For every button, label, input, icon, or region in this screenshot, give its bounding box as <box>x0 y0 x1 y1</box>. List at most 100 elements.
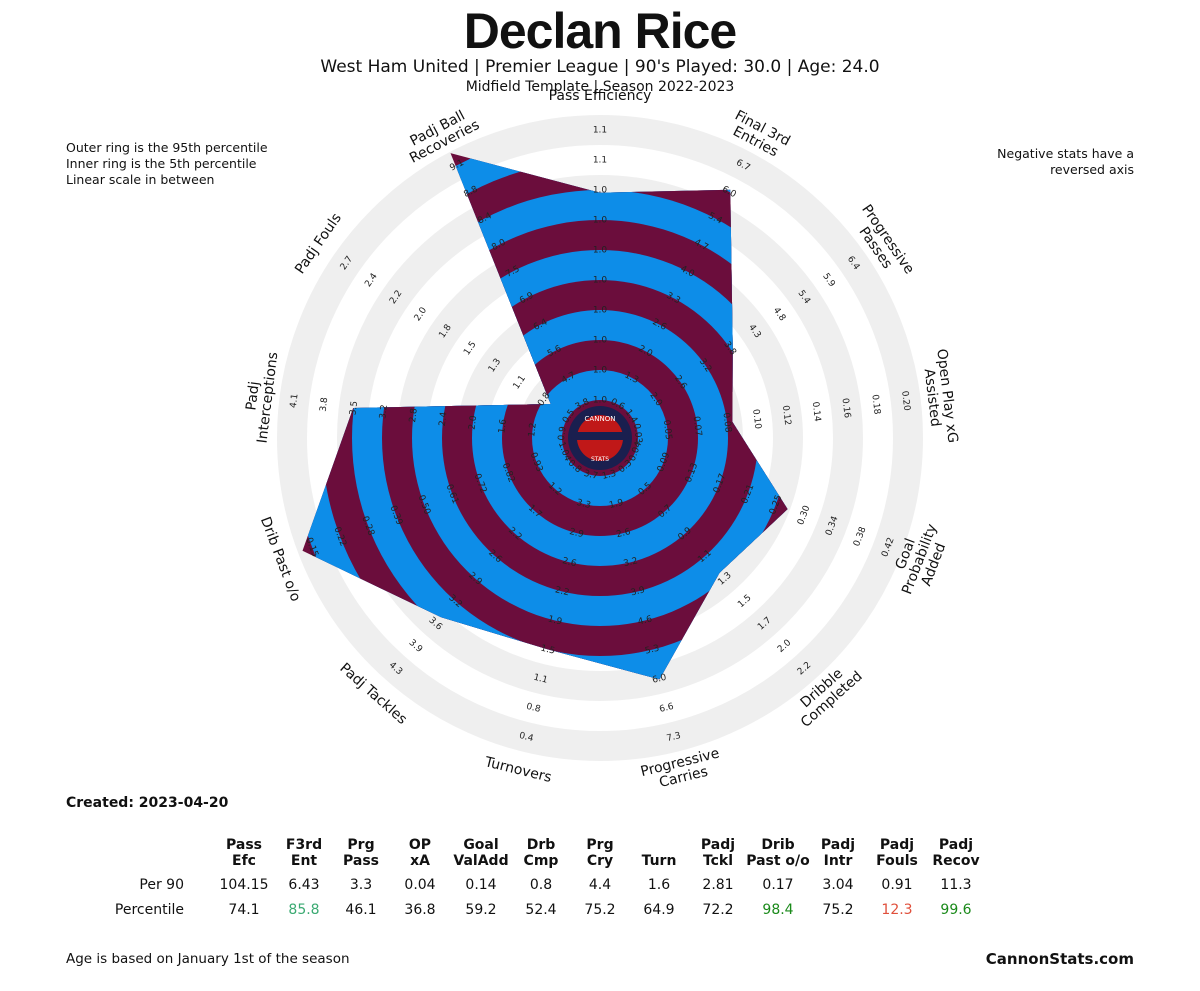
table-header-line: Goal <box>463 837 499 853</box>
axis-tick-label: 1.0 <box>593 216 608 226</box>
axis-tick-label: 0.07 <box>691 416 703 437</box>
axis-tick-label: 1.0 <box>593 366 608 376</box>
axis-tick-label: 0.20 <box>899 390 911 411</box>
logo-text-top: CANNON <box>585 415 616 423</box>
cannon-icon <box>571 432 629 440</box>
table-cell: 2.81 <box>702 877 734 893</box>
table-header-line: Padj <box>700 837 736 853</box>
logo-text-bottom: STATS <box>591 456 609 463</box>
axis-tick-label: 6.0 <box>651 673 668 686</box>
axis-tick-label: 3.3 <box>575 498 591 511</box>
table-header-line: Recov <box>932 853 980 869</box>
table-header-line: Padj <box>879 837 915 853</box>
table-column-header: Padj Recov <box>916 837 996 869</box>
table-cell: 52.4 <box>525 902 557 918</box>
table-cell: 0.04 <box>404 877 436 893</box>
table-header-line: Fouls <box>876 853 918 869</box>
table-cell: 99.6 <box>940 902 972 918</box>
table-cell: 0.17 <box>762 877 794 893</box>
axis-tick-label: 1.1 <box>532 673 548 686</box>
scale-note: Outer ring is the 95th percentile Inner … <box>66 140 268 188</box>
axis-tick-label: 3.2 <box>623 556 639 569</box>
table-header-line: Cmp <box>523 853 559 869</box>
table-column-header: Padj Tckl <box>678 837 758 869</box>
table-cell: 64.9 <box>643 902 675 918</box>
axis-tick-label: 1.1 <box>593 156 607 166</box>
table-header-line: Padj <box>820 837 856 853</box>
table-cell: 0.91 <box>881 877 913 893</box>
negative-stats-note: Negative stats have a reversed axis <box>997 146 1134 178</box>
axis-tick-label: 3.2 <box>378 404 390 419</box>
table-header-line: Cry <box>586 853 614 869</box>
table-column-header: Drb Cmp <box>501 837 581 869</box>
axis-tick-label: 3.8 <box>319 397 331 413</box>
axis-tick-label: 1.1 <box>593 126 607 136</box>
axis-tick-label: 0.14 <box>810 401 822 422</box>
scale-note-line: Outer ring is the 95th percentile <box>66 140 268 155</box>
axis-tick-label: 1.2 <box>527 422 539 437</box>
table-header-line: Ent <box>290 853 318 869</box>
negative-note-line: Negative stats have a <box>997 146 1134 161</box>
axis-tick-label: 0.10 <box>750 409 762 430</box>
axis-tick-label: 1.0 <box>593 246 608 256</box>
table-column-header: Turn <box>619 837 699 869</box>
table-cell: 3.3 <box>349 877 373 893</box>
scale-note-line: Inner ring is the 5th percentile <box>66 156 257 171</box>
table-header-line: Tckl <box>702 853 734 869</box>
axis-tick-label: 4.1 <box>289 393 301 408</box>
axis-tick-label: 5.3 <box>644 644 660 657</box>
table-header-line: Prg <box>586 837 614 853</box>
table-header-line: OP <box>408 837 432 853</box>
axis-tick-label: 0.03 <box>631 423 643 444</box>
page-title: Declan Rice <box>463 3 737 59</box>
player-subtitle: West Ham United | Premier League | 90's … <box>320 57 880 77</box>
scale-note-line: Linear scale in between <box>66 172 215 187</box>
axis-tick-label: 2.2 <box>554 585 570 598</box>
axis-tick-label: 0.9 <box>557 426 569 442</box>
axis-tick-label: 1.9 <box>547 614 564 627</box>
cannon-stats-logo: CANNON STATS <box>568 406 632 470</box>
table-cell: 74.1 <box>228 902 260 918</box>
table-column-header: F3rd Ent <box>264 837 344 869</box>
axis-tick-label: 1.0 <box>593 306 608 316</box>
axis-label-line: Padj <box>243 380 262 411</box>
axis-tick-label: 3.9 <box>630 585 647 598</box>
axis-tick-label: 0.18 <box>869 394 881 415</box>
table-column-header: OP xA <box>380 837 460 869</box>
axis-tick-label: 6.6 <box>659 702 676 715</box>
axis-tick-label: 1.6 <box>497 418 509 434</box>
table-cell: 104.15 <box>219 877 269 893</box>
axis-tick-label: 2.4 <box>438 411 450 427</box>
radar-chart: 1.01.01.01.01.01.01.01.01.11.10.61.32.02… <box>243 88 960 791</box>
table-column-header: Padj Intr <box>798 837 878 869</box>
table-header-line: ValAdd <box>453 853 509 869</box>
table-header-line: Intr <box>823 853 853 869</box>
axis-tick-label: 0.08 <box>720 412 732 433</box>
table-row-label: Percentile <box>114 902 184 918</box>
axis-tick-label: 0.12 <box>780 405 792 426</box>
table-header-line: Pass <box>226 837 262 853</box>
table-header-line: xA <box>410 853 430 869</box>
table-cell: 0.14 <box>465 877 497 893</box>
table-cell: 36.8 <box>404 902 436 918</box>
axis-tick-label: 2.0 <box>468 415 480 431</box>
table-cell: 59.2 <box>465 902 497 918</box>
axis-tick-label: 2.8 <box>408 407 420 423</box>
table-cell: 72.2 <box>702 902 734 918</box>
table-column-header: Pass Efc <box>204 837 284 869</box>
table-column-header: Drib Past o/o <box>738 837 818 869</box>
table-column-header: Prg Pass <box>321 837 401 869</box>
axis-tick-label: 1.5 <box>540 644 556 657</box>
background-ring <box>277 115 923 761</box>
table-header-line: Padj <box>938 837 974 853</box>
table-cell: 12.3 <box>881 902 913 918</box>
table-column-header: Padj Fouls <box>857 837 937 869</box>
axis-tick-label: 1.0 <box>593 276 608 286</box>
axis-tick-label: 1.0 <box>593 336 608 346</box>
axis-tick-label: 2.9 <box>568 527 585 540</box>
negative-note-line: reversed axis <box>1050 162 1134 177</box>
axis-tick-label: 0.8 <box>525 702 542 715</box>
table-cell: 85.8 <box>288 902 320 918</box>
axis-tick-label: 3.7 <box>583 469 599 482</box>
